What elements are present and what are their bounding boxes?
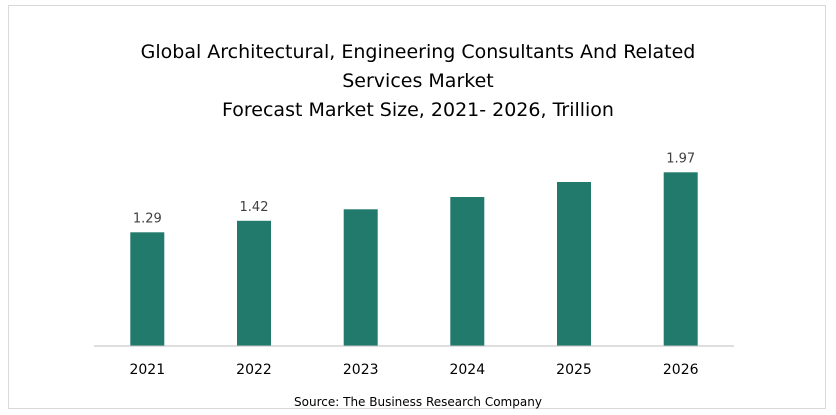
bar-2022 bbox=[237, 220, 271, 346]
bar-2025 bbox=[557, 182, 591, 346]
data-label-2022: 1.42 bbox=[240, 200, 269, 215]
chart-title-line-2: Services Market bbox=[342, 70, 494, 92]
x-tick-label-2023: 2023 bbox=[343, 362, 379, 378]
x-tick-label-2025: 2025 bbox=[556, 362, 592, 378]
chart-title: Global Architectural, Engineering Consul… bbox=[0, 38, 836, 125]
source-note: Source: The Business Research Company bbox=[294, 395, 542, 409]
x-tick-label-2024: 2024 bbox=[449, 362, 485, 378]
bar-2021 bbox=[130, 232, 165, 346]
bar-2024 bbox=[450, 197, 485, 346]
data-label-2026: 1.97 bbox=[666, 151, 695, 166]
chart-title-line-1: Global Architectural, Engineering Consul… bbox=[140, 41, 696, 63]
x-tick-label-2021: 2021 bbox=[129, 362, 165, 378]
chart-title-line-3: Forecast Market Size, 2021- 2026, Trilli… bbox=[222, 99, 614, 121]
bar-2023 bbox=[343, 209, 378, 346]
x-tick-label-2026: 2026 bbox=[663, 362, 699, 378]
bar-2026 bbox=[663, 172, 698, 346]
x-tick-label-2022: 2022 bbox=[236, 362, 272, 378]
data-label-2021: 1.29 bbox=[133, 211, 162, 226]
